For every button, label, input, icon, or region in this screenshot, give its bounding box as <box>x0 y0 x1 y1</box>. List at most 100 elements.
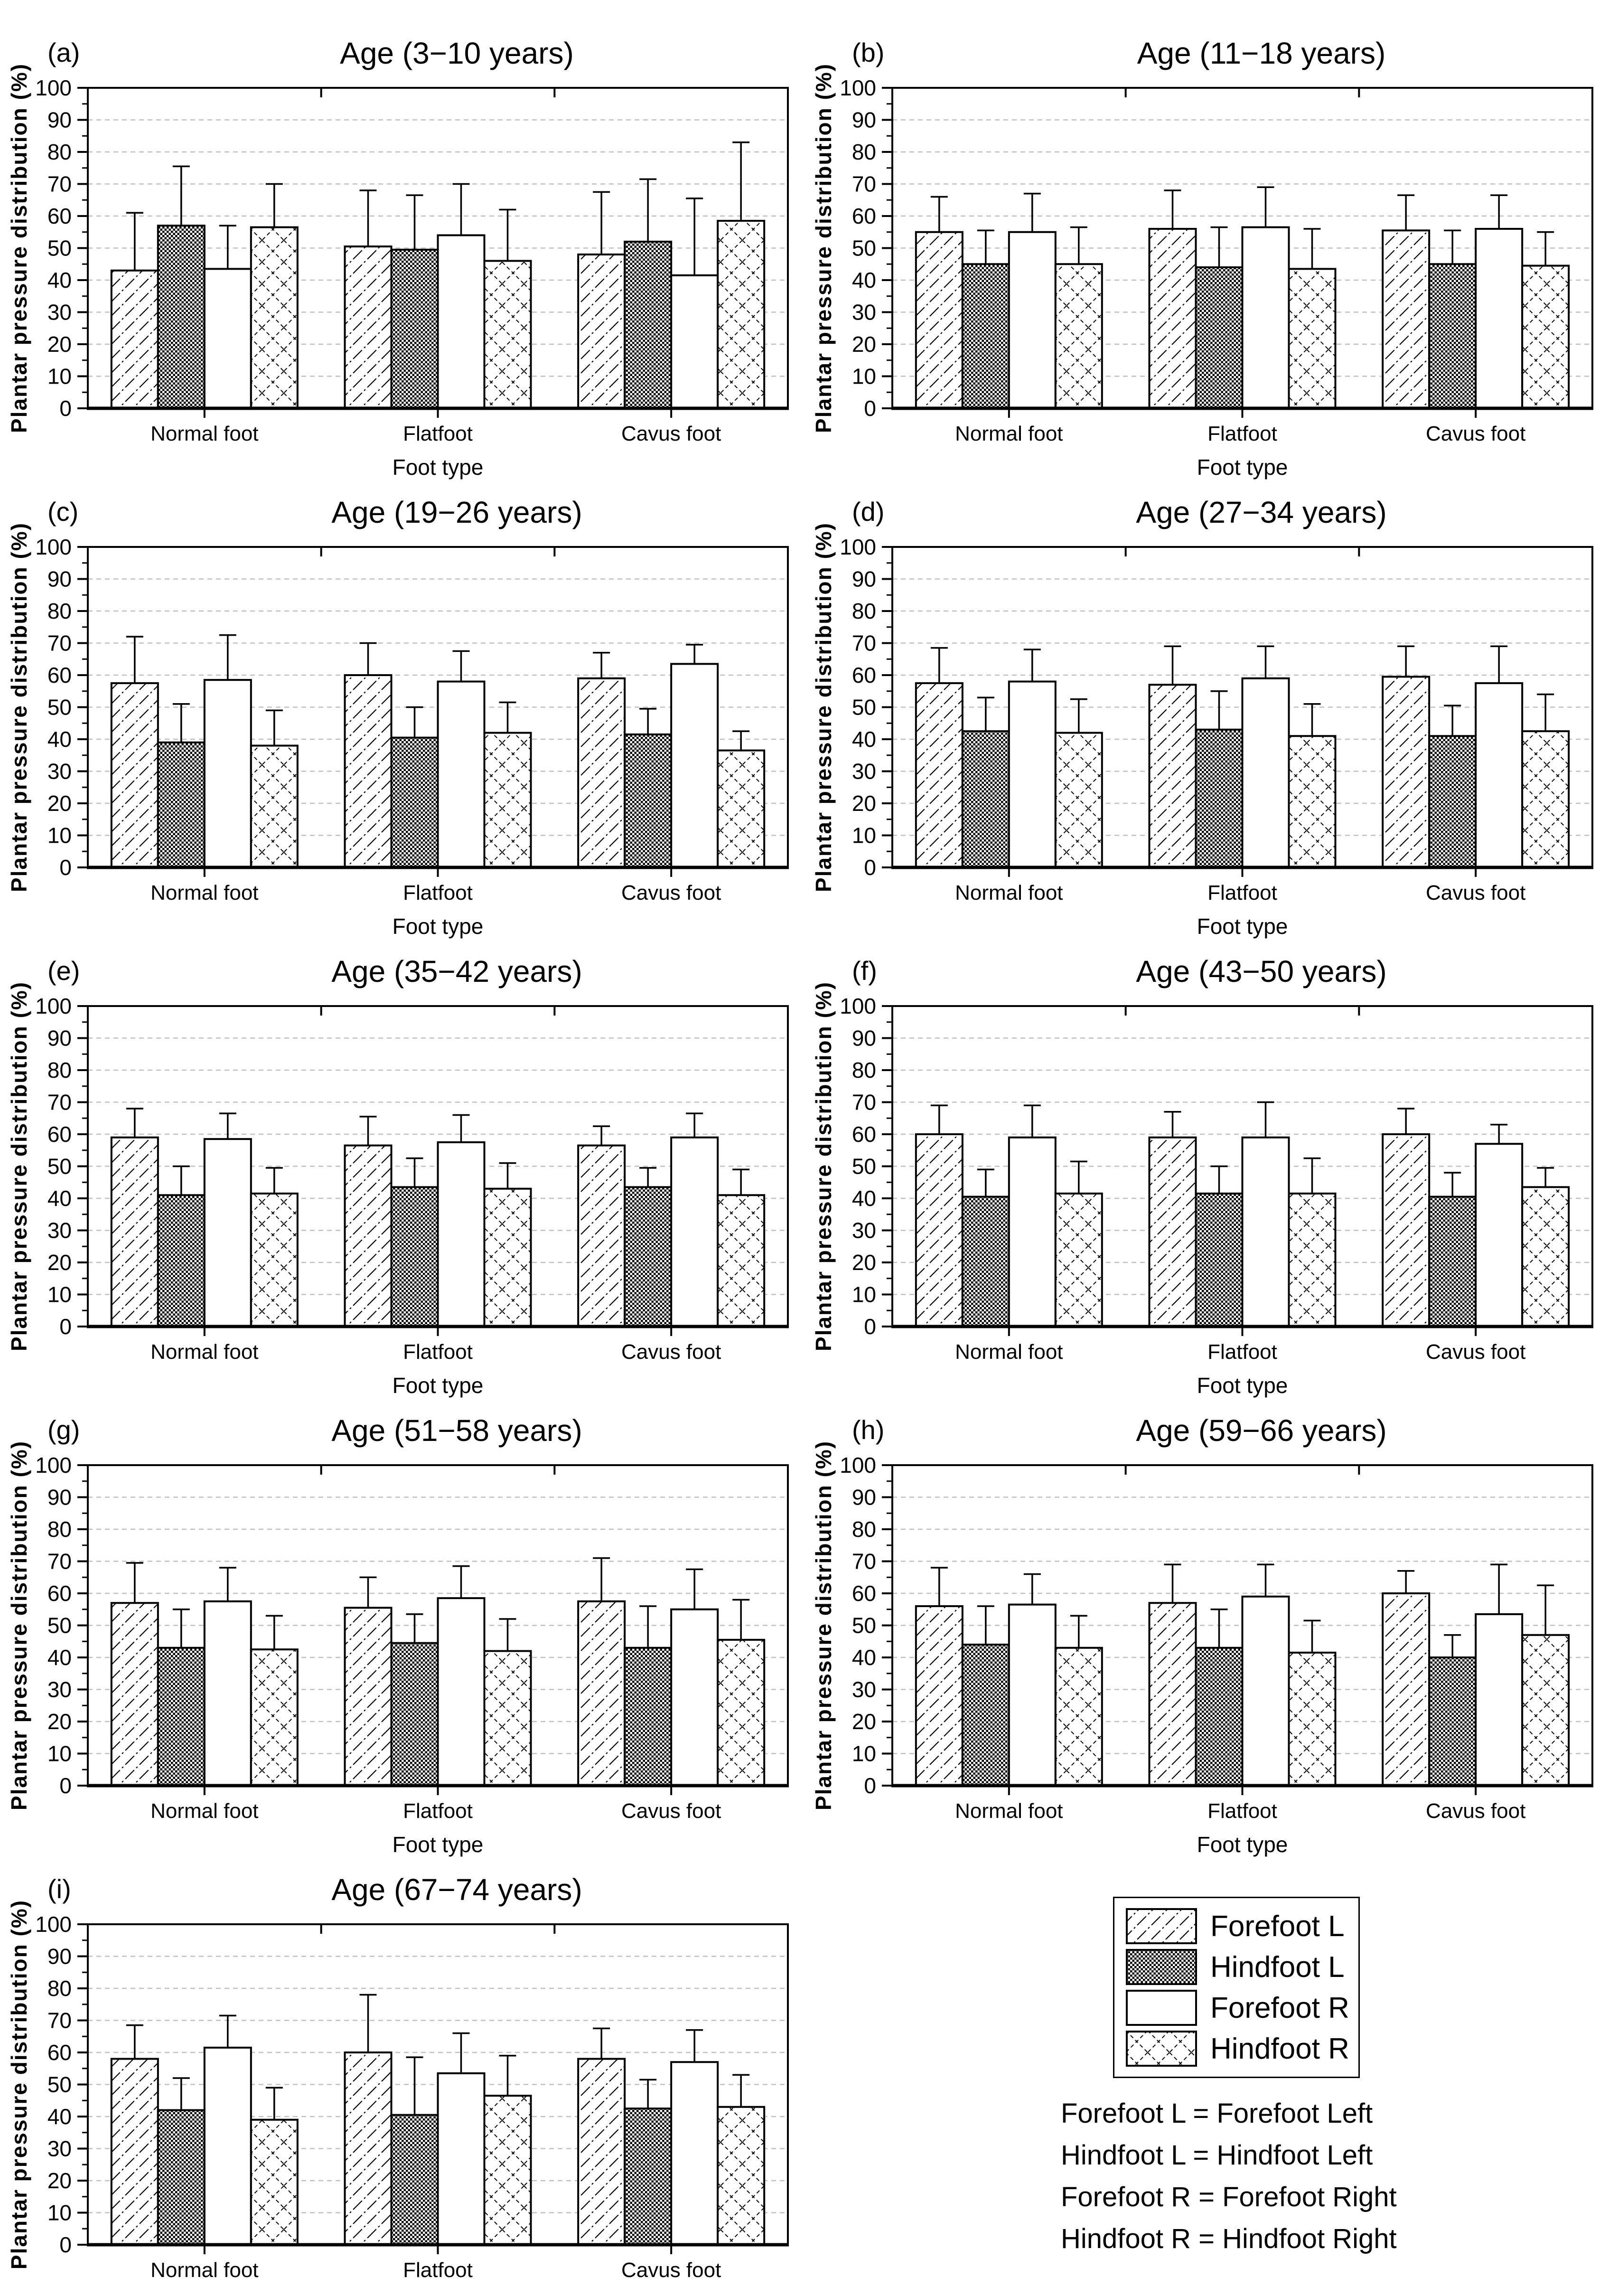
bar-forefoot-r-flatfoot <box>437 234 486 409</box>
y-tick-label: 20 <box>852 791 876 816</box>
panel-title: Age (35−42 years) <box>331 954 582 988</box>
bar-hindfoot-l-normal-foot <box>961 730 1010 868</box>
bar-hindfoot-r-cavus-foot <box>1521 730 1570 868</box>
x-axis-title: Foot type <box>393 455 484 480</box>
bar-hindfoot-l-cavus-foot <box>624 241 673 409</box>
error-bar-forefoot-r-cavus-foot <box>686 1568 703 1609</box>
error-bar-forefoot-r-normal-foot <box>219 1567 236 1601</box>
error-bar-hindfoot-r-normal-foot <box>265 709 283 746</box>
y-tick-label: 40 <box>852 727 876 752</box>
bar-hindfoot-l-normal-foot <box>157 2109 206 2246</box>
y-tick-label: 70 <box>852 631 876 656</box>
error-bar-forefoot-r-flatfoot <box>1257 1101 1274 1138</box>
y-tick-label: 90 <box>47 1026 72 1051</box>
y-tick-label: 80 <box>47 1517 72 1542</box>
error-bar-forefoot-r-normal-foot <box>1023 1573 1041 1605</box>
y-axis-title: Plantar pressure distribution (%) <box>7 63 31 433</box>
bar-hindfoot-l-normal-foot <box>961 1195 1010 1327</box>
y-tick-label: 10 <box>47 2201 72 2225</box>
y-axis-title: Plantar pressure distribution (%) <box>7 522 31 892</box>
error-bar-forefoot-r-normal-foot <box>1023 193 1041 232</box>
y-tick-label: 100 <box>35 75 72 100</box>
x-tick-label: Cavus foot <box>621 881 721 904</box>
error-bar-forefoot-l-normal-foot <box>126 212 143 271</box>
x-axis-title: Foot type <box>393 2291 484 2296</box>
error-bar-forefoot-l-cavus-foot <box>593 191 610 254</box>
error-bar-hindfoot-r-flatfoot <box>499 1618 516 1651</box>
x-tick-label: Cavus foot <box>621 1799 721 1823</box>
error-bar-hindfoot-l-flatfoot <box>406 2056 423 2115</box>
y-tick-label: 90 <box>852 567 876 592</box>
bar-forefoot-l-cavus-foot <box>577 1144 626 1327</box>
bar-hindfoot-r-normal-foot <box>1054 263 1103 409</box>
error-bar-forefoot-l-normal-foot <box>126 1108 143 1138</box>
y-tick-label: 50 <box>47 1613 72 1638</box>
error-bar-hindfoot-l-normal-foot <box>977 229 994 264</box>
y-tick-label: 100 <box>35 994 72 1018</box>
bar-forefoot-r-flatfoot <box>437 680 486 868</box>
x-axis-title: Foot type <box>1197 1373 1288 1398</box>
legend-entry: Hindfoot L <box>1126 1947 1358 1987</box>
x-axis-title: Foot type <box>1197 914 1288 939</box>
y-tick-label: 50 <box>852 236 876 261</box>
x-tick-label: Cavus foot <box>1426 422 1525 445</box>
error-bar-forefoot-l-flatfoot <box>359 642 377 675</box>
error-bar-forefoot-r-flatfoot <box>452 183 470 235</box>
y-tick-label: 90 <box>47 567 72 592</box>
bar-forefoot-l-normal-foot <box>110 1136 159 1327</box>
bar-forefoot-r-cavus-foot <box>1475 1143 1524 1327</box>
x-tick-label: Flatfoot <box>403 422 473 445</box>
y-tick-label: 20 <box>47 1709 72 1734</box>
x-tick-label: Normal foot <box>955 422 1063 445</box>
error-bar-forefoot-l-flatfoot <box>1164 1111 1181 1138</box>
bar-hindfoot-r-cavus-foot <box>717 1638 766 1787</box>
y-tick-label: 90 <box>47 108 72 132</box>
error-bar-forefoot-l-flatfoot <box>359 189 377 247</box>
chart-panel-c: 0 10 20 30 40 50 60 70 80 90 100 Normal foot Flatfoo… <box>7 495 789 939</box>
x-tick-label: Flatfoot <box>403 1799 473 1823</box>
panel-letter: (c) <box>47 497 78 527</box>
legend-label-forefoot-l: Forefoot L <box>1210 1910 1345 1943</box>
bar-hindfoot-l-cavus-foot <box>624 1647 673 1787</box>
error-bar-forefoot-r-cavus-foot <box>1490 1124 1508 1144</box>
bar-hindfoot-l-flatfoot <box>1195 266 1244 409</box>
bar-hindfoot-l-cavus-foot <box>1428 263 1477 409</box>
error-bar-hindfoot-l-flatfoot <box>406 1157 423 1187</box>
error-bar-forefoot-l-cavus-foot <box>1397 1570 1415 1593</box>
y-tick-label: 90 <box>47 1944 72 1969</box>
y-tick-label: 0 <box>59 855 72 880</box>
error-bar-hindfoot-l-normal-foot <box>172 2077 190 2110</box>
legend-entry: Forefoot L <box>1126 1906 1358 1947</box>
error-bar-hindfoot-r-flatfoot <box>1303 228 1321 269</box>
x-tick-label: Cavus foot <box>621 1340 721 1364</box>
bar-forefoot-l-flatfoot <box>1148 1136 1197 1327</box>
error-bar-forefoot-l-flatfoot <box>1164 189 1181 229</box>
bar-forefoot-r-flatfoot <box>437 1141 486 1327</box>
y-tick-label: 90 <box>852 1485 876 1510</box>
panel-letter: (b) <box>852 38 884 67</box>
bar-forefoot-r-flatfoot <box>1241 226 1290 409</box>
y-tick-label: 60 <box>852 1122 876 1147</box>
bar-hindfoot-l-cavus-foot <box>1428 735 1477 868</box>
y-tick-label: 40 <box>47 1186 72 1211</box>
y-tick-label: 90 <box>47 1485 72 1510</box>
bar-forefoot-l-normal-foot <box>915 1133 964 1327</box>
bar-forefoot-l-cavus-foot <box>1382 1133 1431 1327</box>
bar-forefoot-r-flatfoot <box>1241 1136 1290 1327</box>
y-tick-label: 0 <box>864 1773 876 1798</box>
panel-title: Age (3−10 years) <box>340 36 574 70</box>
x-axis-title: Foot type <box>1197 455 1288 480</box>
bar-hindfoot-l-cavus-foot <box>624 733 673 868</box>
y-tick-label: 40 <box>47 2104 72 2129</box>
bar-hindfoot-r-cavus-foot <box>1521 1634 1570 1787</box>
bar-hindfoot-r-cavus-foot <box>717 2106 766 2246</box>
error-bar-forefoot-r-cavus-foot <box>1490 194 1508 229</box>
error-bar-hindfoot-r-cavus-foot <box>1537 693 1554 732</box>
y-tick-label: 30 <box>852 759 876 784</box>
y-tick-label: 20 <box>47 1250 72 1275</box>
panel-letter: (e) <box>47 956 80 986</box>
bar-forefoot-r-normal-foot <box>1008 1603 1057 1787</box>
error-bar-hindfoot-r-normal-foot <box>265 183 283 227</box>
bar-forefoot-l-flatfoot <box>344 674 393 868</box>
bar-forefoot-r-cavus-foot <box>1475 682 1524 868</box>
